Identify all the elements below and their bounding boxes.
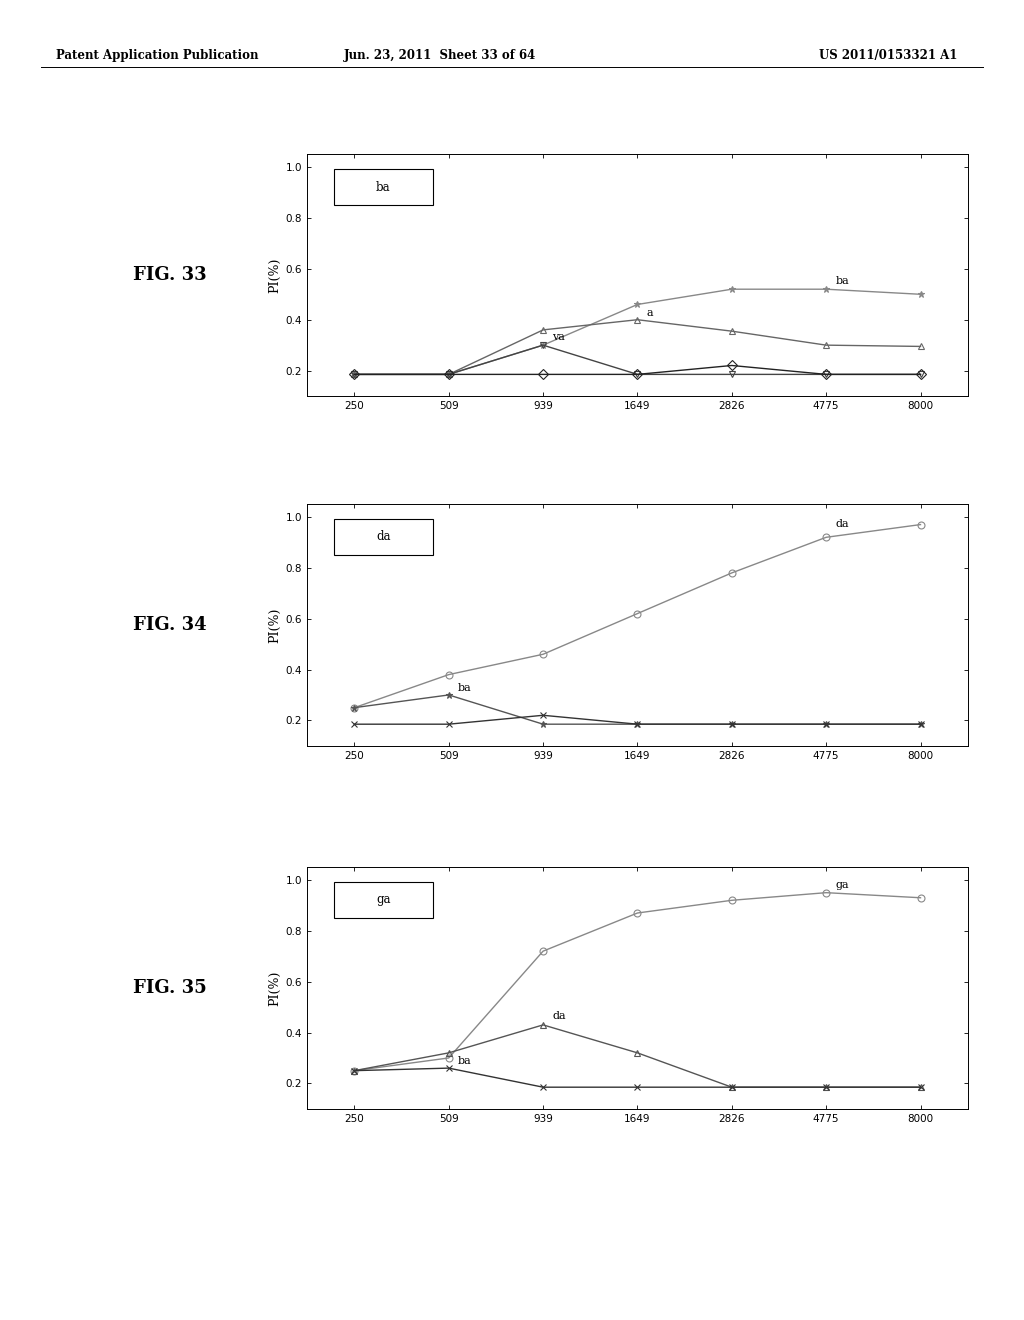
FancyBboxPatch shape: [334, 519, 433, 554]
Text: FIG. 34: FIG. 34: [133, 616, 207, 634]
Text: da: da: [836, 519, 849, 529]
Text: ba: ba: [458, 684, 472, 693]
Text: US 2011/0153321 A1: US 2011/0153321 A1: [819, 49, 957, 62]
Y-axis label: PI(%): PI(%): [268, 970, 282, 1006]
Text: da: da: [553, 1011, 566, 1020]
Text: Patent Application Publication: Patent Application Publication: [56, 49, 259, 62]
Text: a: a: [647, 308, 653, 318]
Y-axis label: PI(%): PI(%): [268, 607, 282, 643]
Text: ba: ba: [376, 181, 390, 194]
Text: ga: ga: [836, 879, 849, 890]
FancyBboxPatch shape: [334, 169, 433, 205]
Text: ba: ba: [458, 1056, 472, 1067]
Text: ga: ga: [376, 894, 390, 907]
FancyBboxPatch shape: [334, 882, 433, 917]
Text: ba: ba: [836, 276, 849, 286]
Text: Jun. 23, 2011  Sheet 33 of 64: Jun. 23, 2011 Sheet 33 of 64: [344, 49, 537, 62]
Text: va: va: [553, 333, 565, 342]
Text: FIG. 35: FIG. 35: [133, 979, 207, 997]
Text: da: da: [376, 531, 390, 544]
Y-axis label: PI(%): PI(%): [268, 257, 282, 293]
Text: FIG. 33: FIG. 33: [133, 267, 207, 284]
